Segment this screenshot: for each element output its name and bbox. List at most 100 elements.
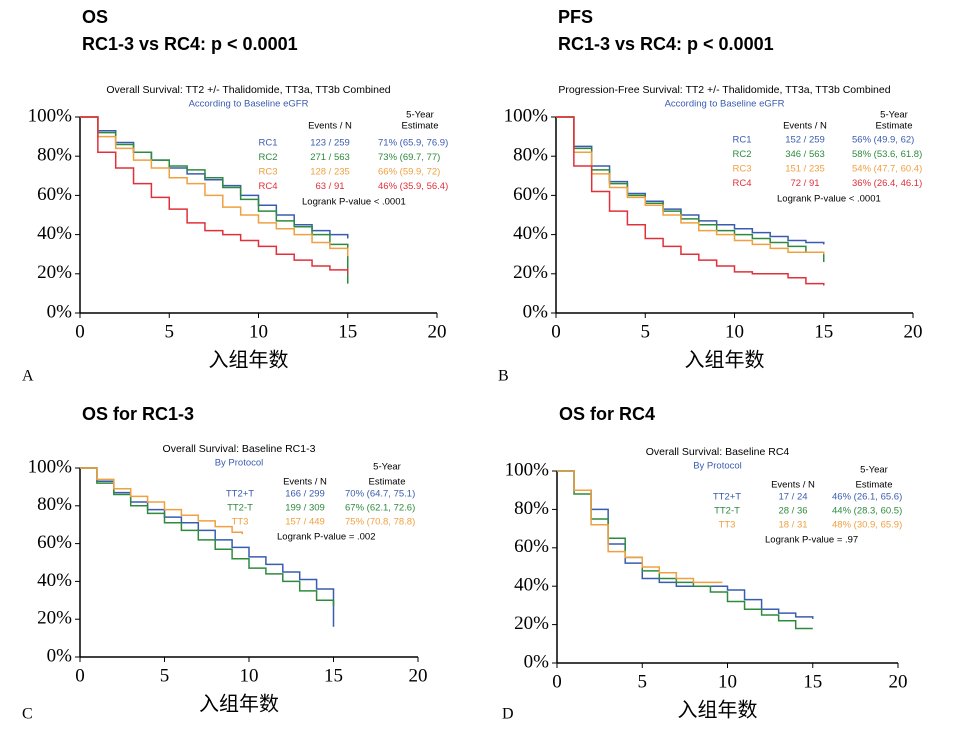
- legend-label: RC4: [258, 181, 277, 192]
- legend-label: TT2-T: [227, 503, 253, 514]
- survival-curve: [556, 116, 825, 263]
- x-tick-label: 0: [552, 671, 562, 692]
- y-tick-label: 0%: [47, 301, 73, 322]
- y-tick-label: 0%: [523, 301, 549, 322]
- table-cell: 157 / 449: [285, 517, 325, 528]
- x-tick-label: 15: [324, 665, 343, 686]
- x-tick-label: 5: [641, 321, 651, 342]
- legend-label: TT2+T: [226, 489, 254, 500]
- x-tick-label: 0: [75, 321, 85, 342]
- table-cell: 36% (26.4, 46.1): [852, 178, 922, 189]
- table-header: Events / N: [771, 480, 815, 491]
- table-cell: 54% (47.7, 60.4): [852, 164, 922, 175]
- legend-label: RC2: [258, 152, 277, 163]
- y-tick-label: 20%: [513, 262, 548, 283]
- panel-label: C: [22, 706, 33, 723]
- panel-label: A: [22, 368, 34, 385]
- x-tick-label: 20: [904, 321, 923, 342]
- table-cell: 58% (53.6, 61.8): [852, 149, 922, 160]
- y-tick-label: 40%: [37, 223, 72, 244]
- x-tick-label: 15: [803, 671, 822, 692]
- x-tick-label: 15: [814, 321, 833, 342]
- x-tick-label: 0: [551, 321, 561, 342]
- y-tick-label: 100%: [505, 459, 550, 480]
- table-cell: 123 / 259: [310, 138, 350, 149]
- x-tick-label: 20: [889, 671, 908, 692]
- inner-subtitle: According to Baseline eGFR: [665, 99, 785, 110]
- x-tick-label: 5: [638, 671, 648, 692]
- table-header: Estimate: [876, 121, 913, 132]
- y-tick-label: 20%: [514, 613, 549, 634]
- y-tick-label: 40%: [513, 223, 548, 244]
- table-cell: 44% (28.3, 60.5): [832, 506, 902, 517]
- y-tick-label: 20%: [37, 608, 72, 629]
- y-tick-label: 60%: [513, 184, 548, 205]
- inner-subtitle: By Protocol: [693, 461, 742, 472]
- legend-label: TT2+T: [713, 492, 741, 503]
- table-cell: 66% (59.9, 72): [378, 167, 440, 178]
- survival-curve: [557, 470, 813, 630]
- y-tick-label: 80%: [514, 498, 549, 519]
- legend-label: RC2: [732, 149, 751, 160]
- x-tick-label: 15: [338, 321, 357, 342]
- x-axis-label: 入组年数: [685, 348, 765, 372]
- table-cell: 28 / 36: [778, 506, 807, 517]
- legend-label: RC3: [732, 164, 751, 175]
- legend-label: TT2-T: [714, 506, 740, 517]
- panel-label: D: [502, 706, 514, 723]
- table-header: 5-Year: [860, 465, 888, 476]
- inner-subtitle: According to Baseline eGFR: [189, 99, 309, 110]
- x-tick-label: 10: [249, 321, 268, 342]
- inner-title: Overall Survival: TT2 +/- Thalidomide, T…: [106, 84, 390, 96]
- survival-curve: [557, 470, 723, 584]
- y-tick-label: 60%: [37, 184, 72, 205]
- y-tick-label: 60%: [37, 532, 72, 553]
- table-header: Events / N: [283, 477, 327, 488]
- table-cell: 271 / 563: [310, 152, 350, 163]
- x-tick-label: 10: [725, 321, 744, 342]
- logrank: Logrank P-value = .002: [277, 532, 376, 543]
- survival-curve: [80, 116, 349, 284]
- y-tick-label: 80%: [37, 145, 72, 166]
- y-tick-label: 100%: [28, 456, 73, 477]
- x-axis-label: 入组年数: [209, 348, 289, 372]
- table-cell: 128 / 235: [310, 167, 350, 178]
- survival-curve: [80, 116, 349, 257]
- y-tick-label: 20%: [37, 262, 72, 283]
- table-header: Estimate: [856, 480, 893, 491]
- chart-subtitle: RC1-3 vs RC4: p < 0.0001: [558, 34, 774, 54]
- x-tick-label: 10: [240, 665, 259, 686]
- table-header: 5-Year: [880, 110, 908, 121]
- table-header: Estimate: [369, 477, 406, 488]
- chart-title: OS for RC4: [559, 404, 655, 424]
- x-tick-label: 10: [718, 671, 737, 692]
- x-axis-label: 入组年数: [199, 692, 279, 716]
- logrank: Logrank P-value < .0001: [777, 194, 881, 205]
- table-cell: 63 / 91: [315, 181, 344, 192]
- table-cell: 166 / 299: [285, 489, 325, 500]
- x-tick-label: 20: [428, 321, 447, 342]
- table-header: Estimate: [402, 121, 439, 132]
- survival-curve: [556, 116, 825, 245]
- y-tick-label: 40%: [514, 575, 549, 596]
- y-tick-label: 60%: [514, 536, 549, 557]
- panel-label: B: [498, 368, 509, 385]
- legend-label: TT3: [719, 520, 736, 531]
- inner-subtitle: By Protocol: [215, 458, 264, 469]
- inner-title: Progression-Free Survival: TT2 +/- Thali…: [558, 84, 890, 96]
- legend-label: RC1: [258, 138, 277, 149]
- survival-curve: [556, 116, 825, 255]
- y-tick-label: 100%: [504, 105, 549, 126]
- table-cell: 46% (26.1, 65.6): [832, 492, 902, 503]
- chart-subtitle: RC1-3 vs RC4: p < 0.0001: [82, 34, 298, 54]
- x-tick-label: 0: [75, 665, 85, 686]
- table-header: 5-Year: [373, 462, 401, 473]
- legend-label: RC1: [732, 135, 751, 146]
- table-cell: 346 / 563: [785, 149, 825, 160]
- inner-title: Overall Survival: Baseline RC4: [646, 446, 790, 458]
- y-tick-label: 80%: [37, 494, 72, 515]
- survival-curve: [557, 470, 814, 619]
- y-tick-label: 40%: [37, 570, 72, 591]
- survival-curve: [80, 467, 243, 535]
